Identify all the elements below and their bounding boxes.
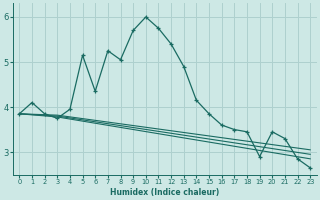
- X-axis label: Humidex (Indice chaleur): Humidex (Indice chaleur): [110, 188, 220, 197]
